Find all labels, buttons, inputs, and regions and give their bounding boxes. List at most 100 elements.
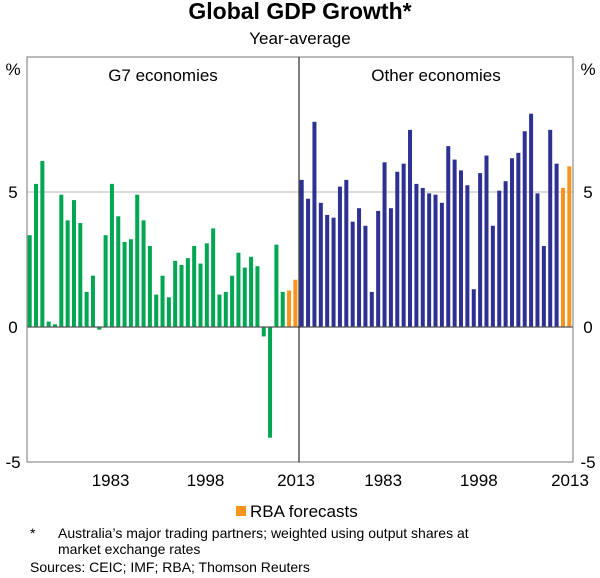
bar bbox=[109, 183, 114, 327]
bar bbox=[541, 246, 546, 327]
bar bbox=[185, 258, 190, 327]
bar bbox=[166, 297, 171, 327]
bar bbox=[160, 275, 165, 327]
bar bbox=[471, 289, 476, 327]
bar bbox=[350, 221, 355, 327]
bar bbox=[65, 220, 70, 327]
bar bbox=[135, 194, 140, 327]
legend-swatch bbox=[236, 506, 246, 516]
bar bbox=[116, 216, 121, 327]
bar bbox=[548, 129, 553, 327]
bar bbox=[331, 217, 336, 327]
footnote-marker: * bbox=[30, 525, 36, 541]
bar bbox=[306, 198, 311, 327]
bar bbox=[34, 183, 39, 327]
bar bbox=[478, 173, 483, 327]
bar bbox=[509, 158, 514, 327]
bar bbox=[535, 193, 540, 327]
bar bbox=[427, 193, 432, 327]
x-tick-label: 1998 bbox=[187, 471, 225, 490]
bar bbox=[84, 291, 89, 327]
legend-label: RBA forecasts bbox=[250, 502, 358, 521]
bar bbox=[414, 183, 419, 327]
x-tick-label: 2013 bbox=[277, 471, 315, 490]
bar bbox=[287, 290, 292, 327]
bar bbox=[312, 121, 317, 327]
bar bbox=[261, 327, 266, 337]
bar bbox=[401, 163, 406, 327]
bar bbox=[560, 187, 565, 327]
y-unit-label: % bbox=[580, 60, 595, 79]
y-tick-label: 0 bbox=[8, 318, 17, 337]
bar bbox=[299, 179, 304, 327]
bar bbox=[249, 256, 254, 327]
footnote-line1: Australia’s major trading partners; weig… bbox=[58, 525, 469, 541]
bar bbox=[357, 208, 362, 327]
bar bbox=[147, 246, 152, 327]
bar bbox=[242, 267, 247, 327]
bar bbox=[465, 185, 470, 327]
bar bbox=[408, 129, 413, 327]
chart-title: Global GDP Growth* bbox=[188, 0, 412, 24]
panel-title: Other economies bbox=[371, 66, 500, 85]
bar bbox=[211, 228, 216, 327]
bar bbox=[198, 263, 203, 327]
bar bbox=[280, 291, 285, 327]
bar bbox=[223, 291, 228, 327]
bar bbox=[382, 162, 387, 327]
bar bbox=[522, 131, 527, 327]
footnote-line2: market exchange rates bbox=[58, 541, 201, 557]
bar bbox=[497, 190, 502, 327]
bar bbox=[204, 243, 209, 327]
bar bbox=[446, 146, 451, 327]
bar bbox=[90, 275, 95, 327]
y-tick-label: 5 bbox=[8, 183, 17, 202]
bar bbox=[554, 163, 559, 327]
bar bbox=[490, 225, 495, 327]
bar bbox=[363, 225, 368, 327]
bar bbox=[179, 264, 184, 327]
x-tick-label: 1983 bbox=[364, 471, 402, 490]
bar bbox=[78, 223, 83, 327]
bar bbox=[325, 214, 330, 327]
bar bbox=[503, 181, 508, 327]
bar bbox=[274, 244, 279, 327]
bar bbox=[439, 202, 444, 327]
x-tick-label: 1998 bbox=[460, 471, 498, 490]
panel-title: G7 economies bbox=[108, 66, 218, 85]
bar bbox=[433, 194, 438, 327]
bar bbox=[122, 241, 127, 327]
bar bbox=[567, 166, 572, 327]
x-tick-label: 2013 bbox=[551, 471, 589, 490]
bar bbox=[128, 239, 133, 327]
bar bbox=[337, 186, 342, 327]
bar bbox=[217, 294, 222, 327]
bar bbox=[27, 235, 32, 327]
bar bbox=[516, 152, 521, 327]
bar bbox=[459, 170, 464, 327]
bar bbox=[230, 275, 235, 327]
x-tick-label: 1983 bbox=[92, 471, 130, 490]
y-tick-label: -5 bbox=[580, 453, 595, 472]
bar bbox=[154, 294, 159, 327]
bar bbox=[529, 113, 534, 327]
plot-frame bbox=[26, 56, 574, 463]
bar bbox=[236, 252, 241, 327]
bar bbox=[293, 279, 298, 327]
y-tick-label: 5 bbox=[583, 183, 592, 202]
bar bbox=[388, 208, 393, 327]
bar bbox=[40, 160, 45, 327]
y-unit-label: % bbox=[5, 60, 20, 79]
bar bbox=[71, 200, 76, 327]
bar bbox=[192, 246, 197, 327]
bar bbox=[46, 321, 51, 327]
bar bbox=[141, 220, 146, 327]
bar bbox=[53, 324, 58, 327]
bar bbox=[97, 327, 102, 330]
bar bbox=[395, 171, 400, 327]
bar bbox=[369, 291, 374, 327]
sources: Sources: CEIC; IMF; RBA; Thomson Reuters bbox=[30, 559, 310, 575]
bar bbox=[173, 260, 178, 327]
